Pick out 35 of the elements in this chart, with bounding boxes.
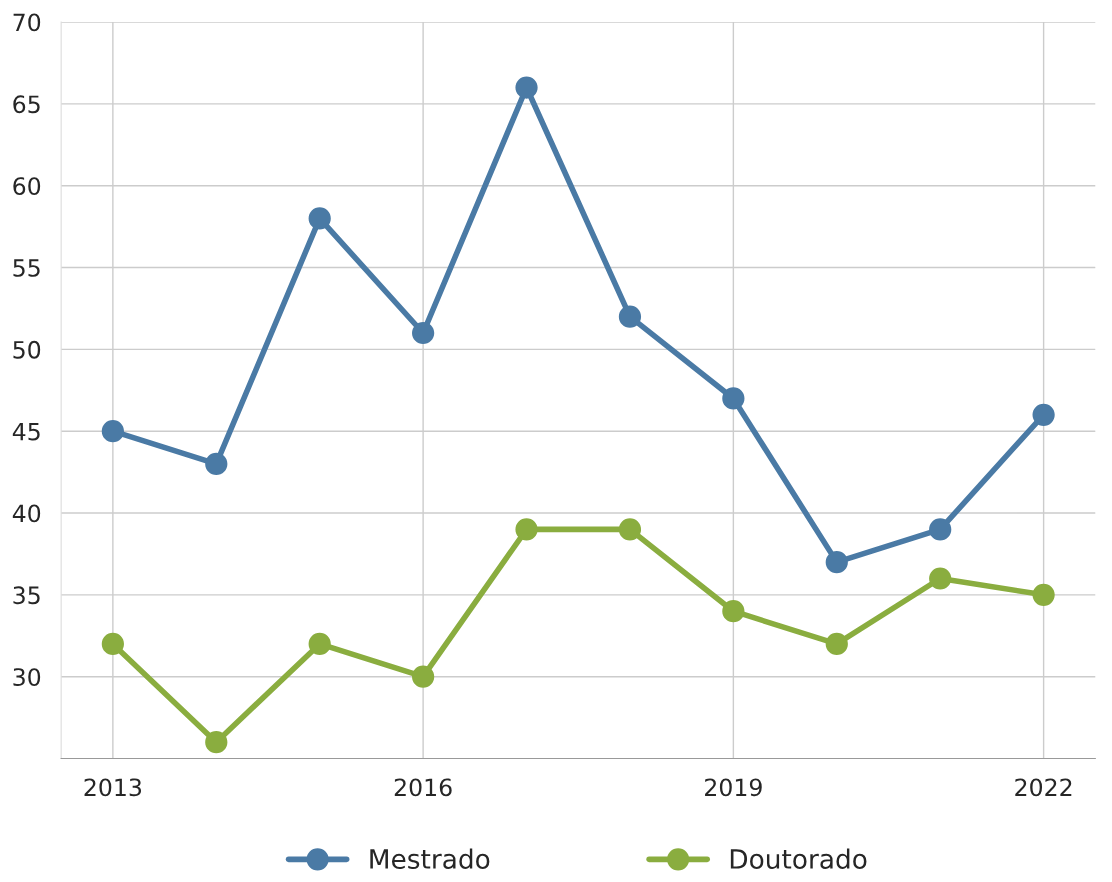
y-tick-label: 40 [12, 504, 41, 523]
point [308, 207, 331, 230]
y-tick-label: 60 [13, 177, 41, 196]
x-tick-label: 2016 [394, 778, 452, 797]
y-tick-label: 30 [13, 668, 41, 686]
point [618, 305, 642, 328]
point [101, 420, 124, 443]
point [1032, 583, 1055, 606]
y-tick-label: 35 [13, 586, 40, 605]
point [515, 518, 538, 541]
point [308, 632, 331, 656]
point [101, 632, 124, 656]
point [205, 452, 228, 476]
point [412, 321, 435, 345]
point [618, 518, 642, 541]
point [1032, 403, 1055, 426]
point [515, 76, 538, 99]
y-tick-label: 55 [13, 259, 40, 277]
y-tick-label: 45 [12, 422, 40, 441]
legend-label: Doutorado [730, 848, 867, 869]
point [205, 731, 228, 754]
x-tick-label: 2019 [705, 778, 762, 797]
y-tick-label: 65 [13, 95, 40, 114]
x-tick-label: 2022 [1015, 778, 1072, 797]
point [825, 632, 848, 656]
legend-label: Mestrado [370, 848, 490, 869]
x-tick-label: 2013 [84, 778, 142, 797]
y-tick-label: 70 [13, 13, 41, 32]
y-tick-label: 50 [13, 340, 41, 359]
point [929, 518, 952, 541]
point [722, 600, 745, 623]
point [412, 665, 435, 688]
point [825, 551, 848, 574]
point [722, 387, 745, 410]
point [929, 567, 952, 590]
